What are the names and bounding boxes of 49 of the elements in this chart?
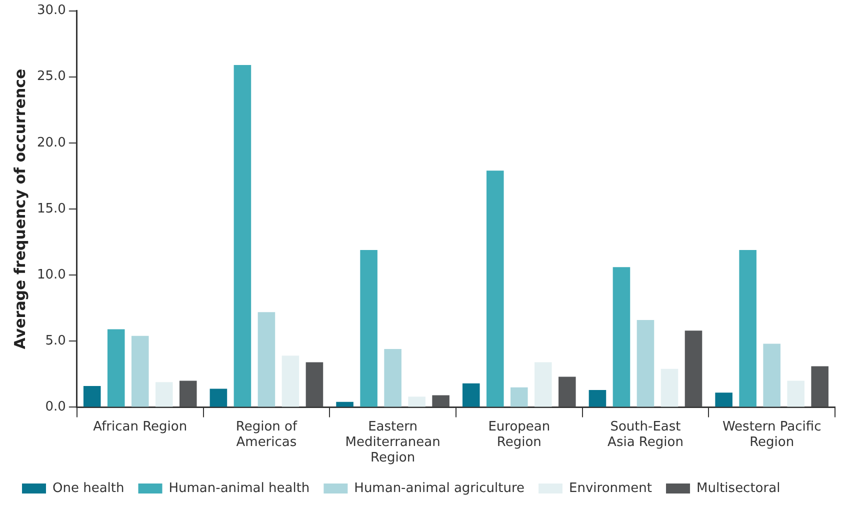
bar	[155, 382, 173, 407]
bar	[384, 349, 402, 407]
bar	[715, 392, 732, 407]
x-tick-label: Western Pacific Region	[722, 419, 822, 450]
legend-label: Human-animal health	[168, 480, 310, 496]
bar	[486, 170, 504, 407]
y-tick-label: 10.0	[36, 267, 66, 282]
bar	[432, 395, 450, 407]
bar	[612, 267, 630, 407]
y-tick-label: 5.0	[45, 334, 66, 349]
bar	[360, 250, 378, 407]
x-tick-label: African Region	[93, 419, 188, 434]
bar	[282, 356, 300, 407]
legend-label: Human-animal agriculture	[354, 480, 525, 496]
bar	[234, 64, 252, 407]
bar	[179, 380, 197, 407]
bar	[408, 396, 426, 407]
bar	[336, 402, 354, 407]
y-tick-label: 25.0	[36, 69, 66, 84]
bar	[684, 330, 702, 407]
bar	[107, 329, 125, 407]
y-tick-label: 30.0	[36, 3, 66, 18]
y-tick-label: 20.0	[36, 135, 66, 150]
y-axis-title: Average frequency of occurrence	[10, 68, 29, 350]
bar	[131, 336, 149, 407]
bar	[83, 386, 101, 407]
legend-label: One health	[52, 480, 124, 496]
bar	[210, 388, 228, 407]
x-tick-label: Eastern Mediterranean Region	[345, 419, 440, 466]
x-tick-label: European Region	[488, 419, 550, 450]
x-tick-label: Region of Americas	[236, 419, 298, 450]
bar	[787, 380, 804, 407]
y-tick-label: 15.0	[36, 201, 66, 216]
bar	[739, 250, 756, 407]
bar	[763, 344, 780, 407]
bar	[306, 362, 324, 407]
bar	[811, 366, 828, 407]
legend-label: Multisectoral	[696, 480, 780, 496]
bar	[510, 387, 528, 407]
y-tick-label: 0.0	[45, 400, 66, 415]
bar	[462, 383, 480, 407]
bar	[660, 368, 678, 407]
bar	[636, 320, 654, 407]
legend-label: Environment	[569, 480, 652, 496]
bar	[588, 390, 606, 407]
bar	[558, 376, 576, 407]
x-tick-label: South-East Asia Region	[608, 419, 684, 450]
bar	[534, 362, 552, 407]
bar	[258, 312, 276, 407]
